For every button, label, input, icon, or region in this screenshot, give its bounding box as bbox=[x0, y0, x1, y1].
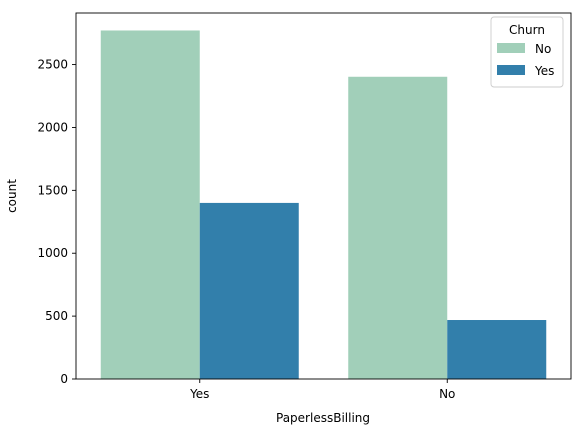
bar-yes-no bbox=[100, 30, 200, 379]
x-tick-label: No bbox=[439, 387, 455, 401]
y-tick-label: 2000 bbox=[37, 120, 68, 134]
plot-frame bbox=[75, 12, 572, 380]
bar-no-no bbox=[348, 76, 448, 380]
bar-yes-yes bbox=[199, 202, 299, 379]
x-axis-label: PaperlessBilling bbox=[276, 411, 370, 425]
y-tick-label: 1000 bbox=[37, 246, 68, 260]
y-tick-label: 1500 bbox=[37, 183, 68, 197]
legend: Churn No Yes bbox=[490, 16, 564, 88]
y-tick-label: 500 bbox=[45, 309, 68, 323]
x-tick-label: Yes bbox=[189, 387, 209, 401]
y-axis-ticks: 0 500 1000 1500 2000 2500 bbox=[37, 58, 76, 386]
legend-label-yes: Yes bbox=[534, 64, 554, 78]
legend-label-no: No bbox=[535, 42, 551, 56]
y-tick-label: 2500 bbox=[37, 58, 68, 72]
legend-swatch-no bbox=[497, 43, 525, 53]
y-tick-label: 0 bbox=[60, 372, 68, 386]
legend-title: Churn bbox=[509, 23, 545, 37]
x-axis-ticks: Yes No bbox=[189, 379, 455, 401]
legend-swatch-yes bbox=[497, 65, 525, 75]
bar-no-yes bbox=[447, 320, 547, 379]
y-axis-label: count bbox=[5, 179, 19, 213]
bars-group bbox=[100, 30, 547, 380]
